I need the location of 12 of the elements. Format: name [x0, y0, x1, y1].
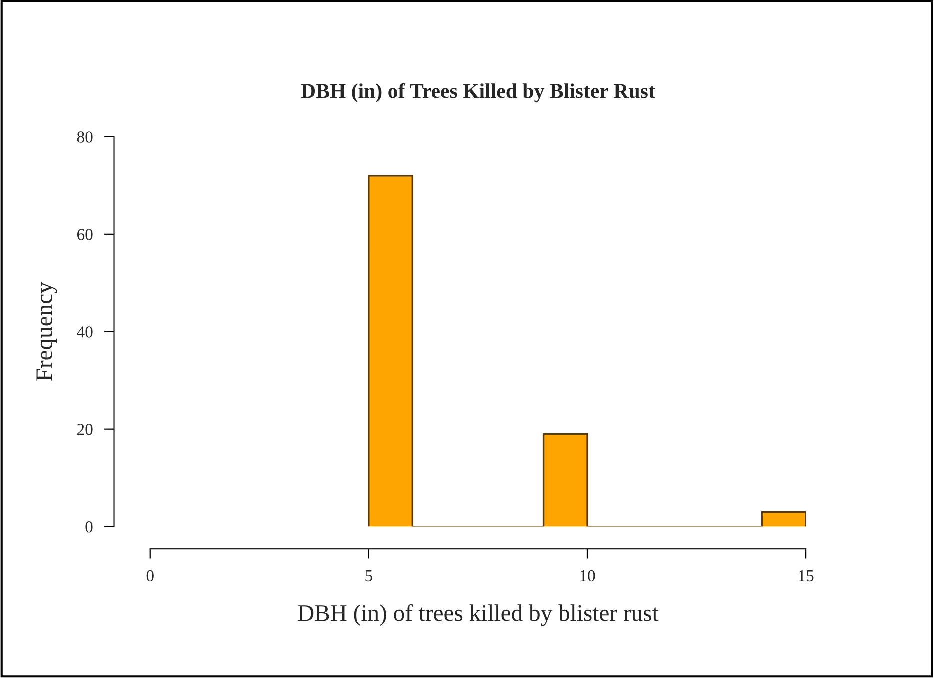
- y-tick-label: 80: [77, 132, 93, 143]
- x-tick-label: 10: [580, 570, 596, 582]
- y-tick-label: 40: [77, 326, 93, 338]
- y-tick-label: 20: [77, 424, 93, 436]
- x-tick-label: 15: [799, 570, 814, 582]
- x-tick-label: 0: [146, 570, 154, 582]
- y-axis-title: Frequency: [36, 282, 58, 382]
- x-axis-title: DBH (in) of trees killed by blister rust: [298, 604, 659, 626]
- y-tick-label: 0: [86, 522, 93, 533]
- y-tick-label: 60: [77, 229, 93, 240]
- chart-title: DBH (in) of Trees Killed by Blister Rust: [301, 83, 656, 103]
- x-tick-label: 5: [366, 570, 372, 582]
